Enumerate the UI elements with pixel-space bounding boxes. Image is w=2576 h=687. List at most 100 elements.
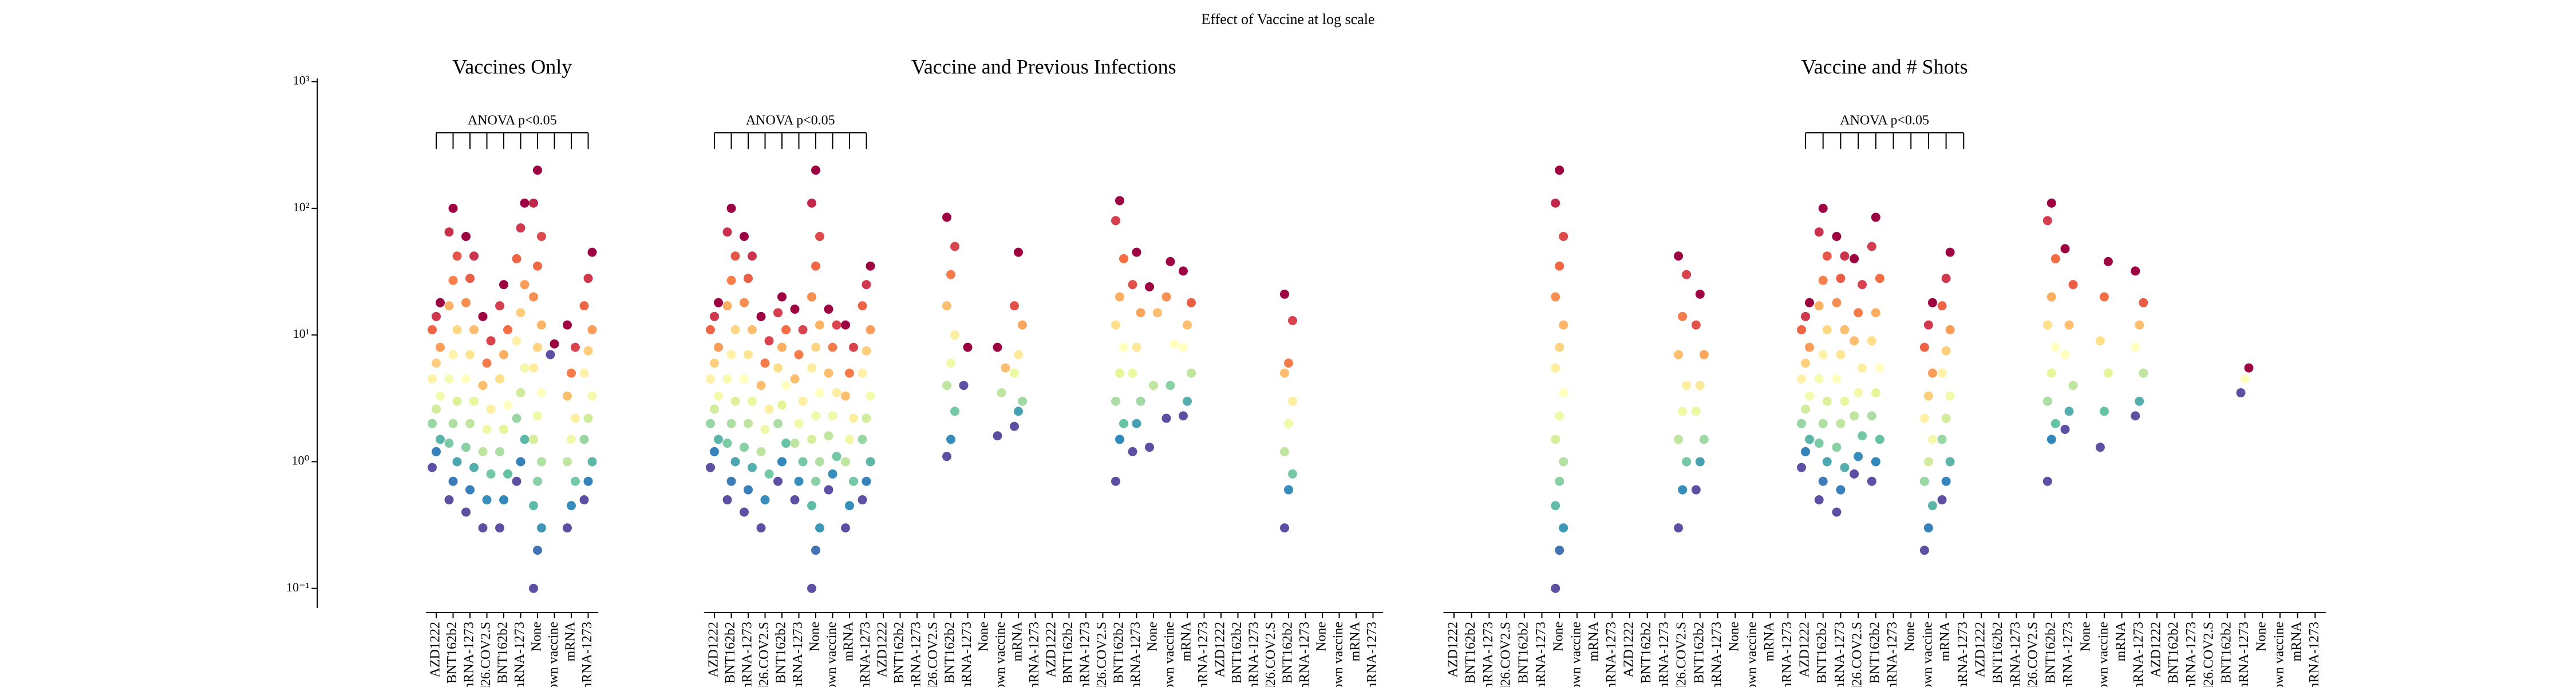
data-point [1840,396,1850,406]
data-point [1678,406,1688,416]
data-point [1945,457,1955,467]
data-point [2068,280,2078,290]
data-point [832,452,841,461]
data-point [1555,411,1564,421]
data-point [1937,435,1947,444]
data-point [1551,501,1560,511]
data-point [469,251,479,261]
data-point [740,443,749,452]
data-point [2042,476,2052,486]
data-point [478,447,488,456]
data-point [730,396,740,406]
data-point [1836,418,1846,428]
data-point [1018,396,1027,406]
x-tick-label: AZD1222 [1044,622,1059,677]
data-point [461,374,471,384]
data-point [1805,435,1814,444]
data-point [571,476,580,486]
data-point [824,368,833,378]
data-point [1682,381,1692,390]
data-point [1871,388,1880,398]
data-point [1945,325,1955,335]
data-point [499,350,508,360]
data-point [807,198,816,208]
data-point [1858,431,1867,441]
data-point [444,439,454,448]
data-point [529,435,538,444]
data-point [520,280,530,290]
data-point [448,275,458,285]
data-point [950,330,959,340]
x-tick-label: mRNA-1273 [1297,622,1312,687]
data-point [1132,342,1141,352]
x-tick-label: mRNA-1273 [1604,622,1619,687]
data-point [722,495,732,505]
x-tick-label: unknown vaccine [824,622,839,687]
x-tick-label: Ad26.COV2.S [1674,622,1689,687]
data-point [1674,251,1684,261]
data-point [2060,350,2070,360]
data-point [1678,311,1688,321]
data-point [482,358,492,368]
data-point [1801,404,1810,414]
data-point [1674,523,1684,533]
data-point [2046,368,2056,378]
x-tick-label: mRNA-1273 [580,622,595,687]
data-point [1875,363,1884,373]
x-tick-label: BNT162b2 [774,622,789,684]
data-point [1927,501,1937,511]
data-point [828,469,837,479]
x-tick-label: mRNA-1273 [512,622,527,687]
data-point [862,413,871,423]
data-point [567,501,576,511]
data-point [811,342,820,352]
data-point [1818,203,1828,213]
x-tick-label: BNT162b2 [1281,622,1295,684]
x-tick-label: Ad26.COV2.S [926,622,941,687]
data-point [516,457,526,467]
data-point [1832,298,1842,307]
data-point [1867,476,1876,486]
data-point [807,363,816,373]
data-point [1682,270,1692,279]
data-point [1161,413,1171,423]
data-point [1111,320,1120,330]
x-tick-label: None [808,622,823,652]
data-point [529,198,538,208]
data-point [1919,413,1929,423]
data-point [811,476,820,486]
data-point [756,381,766,390]
data-point [790,374,800,384]
data-point [2064,320,2074,330]
data-point [1128,368,1137,378]
data-point [2131,411,2140,421]
data-point [710,447,719,456]
data-point [461,298,471,307]
data-point [1674,435,1684,444]
data-point [773,418,783,428]
data-point [478,381,488,390]
x-tick-label: None [977,622,991,652]
data-point [1858,363,1867,373]
data-point [482,424,492,434]
data-point [807,501,816,511]
x-tick-label: Ad26.COV2.S [1499,622,1514,687]
data-point [495,447,504,456]
data-point [714,342,723,352]
data-point [2042,320,2052,330]
data-point [1136,396,1145,406]
data-point [1858,280,1867,290]
data-point [2046,292,2056,302]
data-point [567,368,576,378]
data-point [1183,320,1192,330]
x-tick-label: mRNA-1273 [2008,622,2023,687]
data-point [1674,350,1684,360]
data-point [744,274,753,283]
data-point [730,325,740,335]
data-point [563,523,572,533]
data-point [1559,320,1568,330]
data-point [1149,381,1158,390]
data-point [478,311,488,321]
data-point [1555,546,1564,555]
data-point [1678,485,1688,495]
